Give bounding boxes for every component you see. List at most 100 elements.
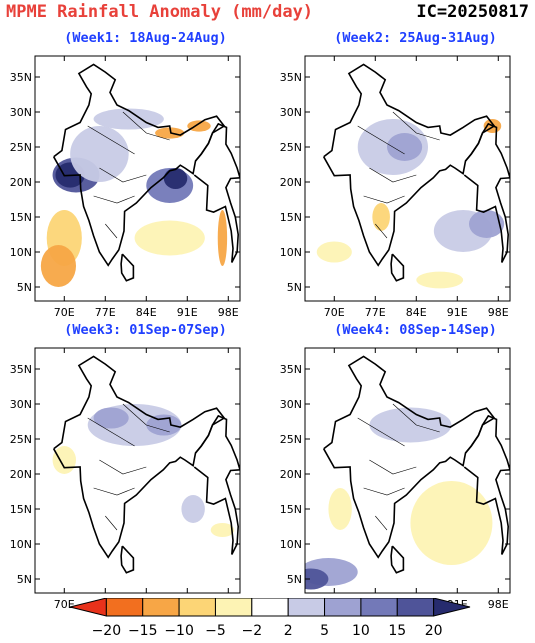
colorbar-label: 5 [320,623,329,639]
state-boundary [357,125,405,155]
week2-title: (Week2: 25Aug-31Aug) [334,30,497,46]
colorbar-swatch [396,598,435,617]
colorbar-label: −20 [92,623,122,639]
lat-tick-label: 10N [10,246,32,259]
colorbar-swatch [324,598,362,617]
state-boundary [392,111,440,141]
lat-tick-label: 10N [10,538,32,551]
lon-tick-label: 98E [218,306,239,319]
lat-tick-label: 30N [10,398,32,411]
myanmar-coastline [193,414,240,555]
srilanka-coastline [120,545,135,574]
colorbar-label: −10 [164,623,194,639]
lat-tick-label: 5N [17,573,32,586]
srilanka-coastline [390,545,405,574]
myanmar-coastline [463,122,510,263]
colorbar-label: 15 [388,623,406,639]
lat-tick-label: 30N [280,106,302,119]
state-boundary [392,403,440,433]
anomaly-region [387,133,423,161]
anomaly-region [93,108,164,130]
srilanka-coastline [120,253,135,282]
state-boundary [375,223,388,239]
anomaly-region [146,414,182,436]
lon-tick-label: 91E [177,306,198,319]
lat-tick-label: 15N [280,211,302,224]
lon-tick-label: 98E [488,598,509,611]
lat-tick-label: 25N [10,433,32,446]
lon-tick-label: 70E [54,598,75,611]
lat-tick-label: 20N [280,176,302,189]
colorbar-label: 2 [284,623,293,639]
colorbar-label: −5 [205,623,226,639]
lat-tick-label: 25N [280,433,302,446]
lat-tick-label: 5N [17,281,32,294]
india-coastline [53,355,226,559]
anomaly-region [328,488,352,530]
srilanka-coastline [390,253,405,282]
week1-title: (Week1: 18Aug-24Aug) [64,30,227,46]
anomaly-region [163,168,188,189]
anomaly-region [316,241,352,263]
colorbar-swatch [142,598,180,617]
lat-tick-label: 15N [10,503,32,516]
lat-tick-label: 30N [280,398,302,411]
lat-tick-label: 5N [287,281,302,294]
lon-tick-label: 70E [324,306,345,319]
state-boundary [93,487,135,496]
anomaly-region [134,220,205,256]
anomaly-region [416,271,464,289]
lat-tick-label: 5N [287,573,302,586]
anomaly-region [469,210,505,238]
anomaly-region [40,245,76,287]
lon-tick-label: 84E [136,306,157,319]
state-boundary [363,195,405,204]
map-frame [304,347,511,594]
week4-panel: (Week4: 08Sep-14Sep) 35N 30N 25N 20N 15N 10N 5… [270,322,525,611]
colorbar-swatch [214,598,253,617]
lon-tick-label: 77E [365,306,386,319]
colorbar-swatch [287,598,326,617]
colorbar: −20 −15 −10 −5 −2 2 5 10 15 20 [69,598,471,639]
anomaly-region [217,210,228,266]
anomaly-region [181,495,205,523]
lat-tick-label: 30N [10,106,32,119]
state-boundary [99,459,147,475]
anomaly-region [70,126,129,182]
lat-tick-label: 10N [280,246,302,259]
state-boundary [122,403,170,433]
lon-tick-label: 98E [488,306,509,319]
week4-title: (Week4: 08Sep-14Sep) [334,322,497,338]
map-frame [34,55,241,302]
lon-tick-label: 84E [406,306,427,319]
state-boundary [87,125,135,155]
week1-panel: (Week1: 18Aug-24Aug) 35N 30N 25N 20N 15N 10N 5… [0,30,255,319]
map-title: MPME Rainfall Anomaly (mm/day) [6,2,314,22]
colorbar-swatch [105,598,144,617]
lon-tick-label: 77E [95,306,116,319]
state-boundary [122,111,170,141]
state-boundary [363,487,405,496]
anomaly-region [305,568,329,590]
lon-tick-label: 91E [447,306,468,319]
colorbar-label: −2 [241,623,262,639]
anomaly-region [372,203,390,231]
anomaly-region [210,523,235,537]
week3-title: (Week3: 01Sep-07Sep) [64,322,227,338]
lon-tick-label: 70E [54,306,75,319]
lat-tick-label: 35N [280,363,302,376]
state-boundary [105,515,118,531]
lat-tick-label: 25N [10,141,32,154]
state-boundary [105,223,118,239]
lat-tick-label: 15N [10,211,32,224]
state-boundary [369,459,417,475]
lat-tick-label: 20N [10,468,32,481]
lat-tick-label: 20N [10,176,32,189]
colorbar-label: 10 [352,623,370,639]
state-boundary [369,167,417,183]
state-boundary [357,417,405,447]
colorbar-swatch [251,598,289,617]
